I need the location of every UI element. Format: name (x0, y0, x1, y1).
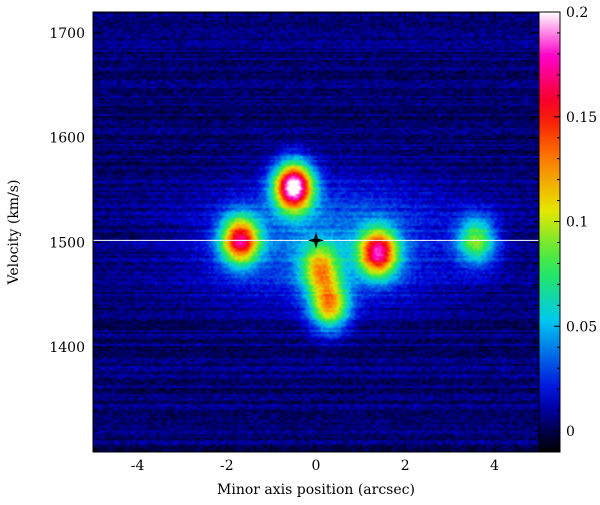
y-axis-label: Velocity (km/s) (6, 180, 22, 286)
colorbar-tick-label: 0.2 (566, 5, 588, 21)
colorbar-tick-label: 0 (566, 424, 575, 440)
colorbar-gradient (538, 11, 561, 453)
colorbar-tick-label: 0.15 (566, 110, 597, 126)
x-tick-label: 4 (490, 458, 499, 474)
x-axis-ticks: -4 -2 0 2 4 (92, 12, 540, 474)
y-tick-label: 1700 (49, 26, 85, 42)
colorbar-ticks: 0 0.05 0.1 0.15 0.2 (554, 5, 597, 440)
x-axis-label: Minor axis position (arcsec) (217, 482, 415, 498)
colorbar: 0 0.05 0.1 0.15 0.2 (538, 5, 597, 453)
y-axis-ticks: 1400 1500 1600 1700 (49, 11, 539, 453)
center-marker-star (308, 232, 324, 249)
colorbar-tick-label: 0.1 (566, 215, 588, 231)
x-tick-label: -2 (220, 458, 234, 474)
x-tick-label: -4 (131, 458, 145, 474)
y-tick-label: 1500 (49, 235, 85, 251)
x-tick-label: 0 (312, 458, 321, 474)
y-tick-label: 1600 (49, 131, 85, 147)
colorbar-tick-label: 0.05 (566, 319, 597, 335)
y-tick-label: 1400 (49, 340, 85, 356)
x-tick-label: 2 (401, 458, 410, 474)
plot-area (93, 12, 539, 452)
heatmap-image (93, 12, 539, 452)
